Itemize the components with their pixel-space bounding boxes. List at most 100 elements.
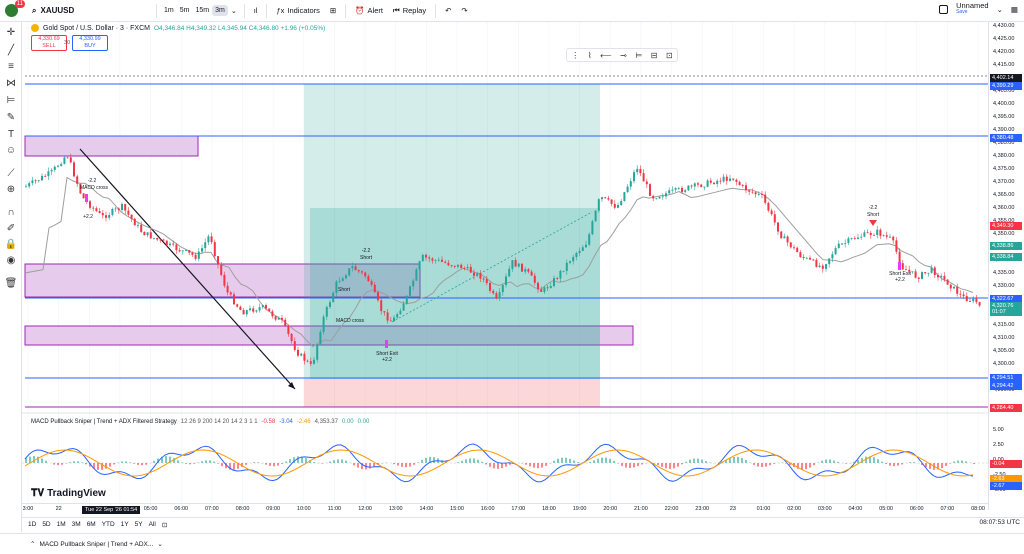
pattern-icon[interactable]: ⋈ (6, 77, 16, 89)
range-5d[interactable]: 5D (42, 521, 51, 528)
text-icon[interactable]: T (7, 128, 15, 140)
indicator-name[interactable]: MACD Pullback Sniper | Trend + ADX Filte… (31, 419, 177, 425)
interval-1m[interactable]: 1m (164, 7, 174, 14)
support-zone[interactable] (24, 325, 634, 346)
candle-body (549, 286, 552, 288)
horizontal-lines-icon[interactable]: ≡ (8, 60, 14, 72)
chevron-up-icon[interactable]: ⌃ (30, 541, 36, 548)
candle-body (428, 257, 431, 259)
resistance-zone[interactable] (24, 263, 421, 298)
candle-body (405, 295, 408, 304)
chart-grid-icon[interactable]: ▦ (1010, 4, 1018, 14)
range-3m[interactable]: 3M (71, 521, 81, 528)
candle-body (329, 302, 331, 307)
histogram-bar (593, 460, 595, 463)
brush-icon[interactable]: ✎ (6, 111, 16, 123)
candle-style-button[interactable]: ıl (249, 6, 263, 15)
trendline[interactable] (79, 148, 296, 390)
candle-body (818, 265, 821, 267)
price-chart[interactable]: -2.2 MACD cross +2.2 -2.2 Short Short MA… (22, 22, 988, 510)
tradingview-logo[interactable]: 𝐓𝐕 TradingView (31, 488, 106, 499)
sell-button[interactable]: 4,330.69 SELL (31, 35, 67, 51)
chart-title[interactable]: Gold Spot / U.S. Dollar · 3 · FXCM (43, 24, 150, 32)
supply-zone[interactable] (24, 135, 199, 157)
line-icon[interactable]: ⟵ (600, 50, 612, 60)
lock-icon[interactable]: 🔒 (4, 238, 18, 250)
annotation-macd-cross: MACD cross (80, 185, 109, 191)
candle-body (773, 214, 776, 223)
drag-handle-icon[interactable]: ⋮ (571, 50, 580, 60)
magnet-icon[interactable]: ∩ (7, 206, 15, 218)
grid-icon: ⊞ (329, 6, 337, 15)
layout-name[interactable]: Unnamed Save (956, 2, 989, 16)
templates-button[interactable]: ⊞ (325, 6, 341, 15)
buy-button[interactable]: 4,330.99 BUY (72, 35, 108, 51)
range-1d[interactable]: 1D (28, 521, 37, 528)
price-tick: 4,405.00 (993, 88, 1015, 94)
histogram-bar (913, 462, 915, 463)
interval-3m[interactable]: 3m (212, 5, 228, 16)
crosshair-icon[interactable]: ✛ (6, 26, 16, 38)
replay-button[interactable]: ⏮ Replay (388, 6, 431, 16)
smiley-icon[interactable]: ☺ (5, 144, 17, 156)
wave-icon[interactable]: ⌇ (587, 50, 592, 60)
fib-retracement-icon[interactable]: ⊨ (635, 50, 643, 60)
range-all[interactable]: All (148, 521, 156, 528)
range-6m[interactable]: 6M (86, 521, 96, 528)
layout-chevron-down-icon[interactable]: ⌄ (996, 4, 1003, 14)
histogram-bar (925, 463, 927, 468)
redo-button[interactable]: ↷ (456, 6, 472, 15)
range-1y[interactable]: 1Y (120, 521, 129, 528)
lock-drawing-icon[interactable]: ✐ (6, 222, 16, 234)
interval-5m[interactable]: 5m (179, 7, 190, 14)
profile-avatar[interactable]: 11 (5, 0, 25, 17)
candle-body (543, 287, 546, 292)
zoom-in-icon[interactable]: ⊕ (6, 183, 16, 195)
range-ytd[interactable]: YTD (101, 521, 115, 528)
candle-body (444, 261, 447, 263)
histogram-bar (225, 463, 227, 469)
indicators-button[interactable]: ƒx Indicators (271, 6, 324, 15)
horizontal-line-icon[interactable]: ⊸ (620, 50, 627, 60)
candle-body (89, 201, 91, 208)
candle-body (223, 274, 226, 286)
position-icon[interactable]: ⊟ (650, 50, 658, 60)
utc-clock[interactable]: 08:07:53 UTC (979, 519, 1020, 526)
candle-body (665, 193, 667, 197)
fib-icon[interactable]: ⊨ (6, 94, 16, 106)
interval-dropdown-chevron-icon[interactable]: ⌄ (230, 7, 237, 15)
trash-icon[interactable]: 🗑 (4, 277, 18, 289)
candle-body (479, 272, 482, 279)
ruler-icon[interactable]: ⟋ (7, 167, 15, 179)
histogram-bar (633, 463, 635, 468)
candle-body (169, 243, 171, 246)
time-axis[interactable]: 3:00 22 03:00 04:00 05:00 06:00 07:00 08:00 09:0… (22, 503, 988, 515)
undo-button[interactable]: ↶ (440, 6, 456, 15)
price-axis[interactable]: 4,430.004,425.004,420.004,415.004,410.00… (988, 22, 1024, 510)
target-zone[interactable] (304, 84, 600, 379)
rectangle-icon[interactable]: ⊡ (666, 50, 673, 60)
range-1m[interactable]: 1M (56, 521, 66, 528)
stop-zone[interactable] (304, 379, 600, 407)
interval-15m[interactable]: 15m (195, 7, 210, 14)
alert-button[interactable]: ⏰ Alert (350, 6, 388, 15)
time-label: 06:00 (909, 506, 924, 512)
candle-body (921, 272, 923, 279)
candle-body (98, 211, 101, 214)
histogram-bar (293, 457, 295, 463)
candle-body (92, 207, 95, 209)
symbol-search[interactable]: ⌕ XAUUSD (32, 6, 152, 16)
range-5y[interactable]: 5Y (134, 521, 143, 528)
chevron-down-icon[interactable]: ⌄ (157, 541, 163, 548)
exit-marker-icon (898, 262, 901, 270)
strategy-tab[interactable]: MACD Pullback Sniper | Trend + ADX... (39, 540, 154, 548)
eye-icon[interactable]: ◉ (6, 254, 16, 266)
trend-line-icon[interactable]: ╱ (7, 44, 15, 56)
layout-checkbox-icon[interactable] (939, 4, 949, 14)
indicator-value-3: -2.46 (296, 419, 311, 425)
histogram-bar (313, 461, 315, 463)
candle-body (101, 213, 104, 216)
price-label: 4,349.30 (990, 222, 1022, 230)
goto-date-icon[interactable]: ⊡ (161, 521, 168, 529)
histogram-bar (753, 463, 755, 465)
